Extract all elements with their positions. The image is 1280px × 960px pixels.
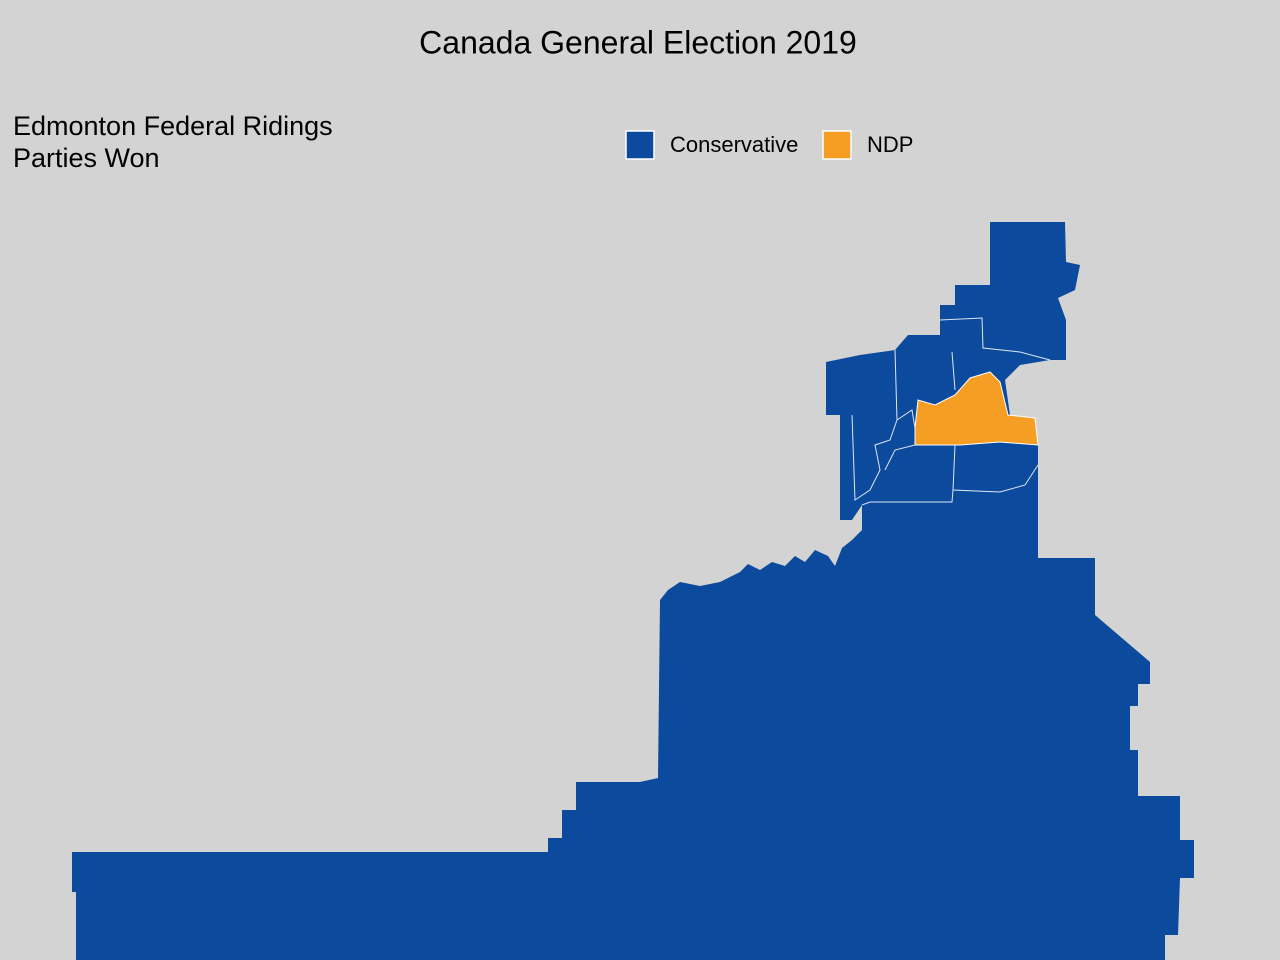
map-title: Canada General Election 2019 bbox=[419, 24, 857, 60]
legend: Conservative NDP bbox=[625, 130, 913, 160]
region bbox=[914, 371, 1039, 446]
legend-label: Conservative bbox=[670, 132, 798, 157]
subtitle-line: Edmonton Federal Ridings bbox=[13, 111, 333, 141]
legend-swatch bbox=[822, 130, 852, 160]
legend-swatch bbox=[625, 130, 655, 160]
ridings bbox=[72, 222, 1194, 960]
subtitle-line: Parties Won bbox=[13, 143, 160, 173]
legend-label: NDP bbox=[867, 132, 913, 157]
riding-boundaries bbox=[851, 317, 1051, 506]
region bbox=[72, 222, 1194, 960]
